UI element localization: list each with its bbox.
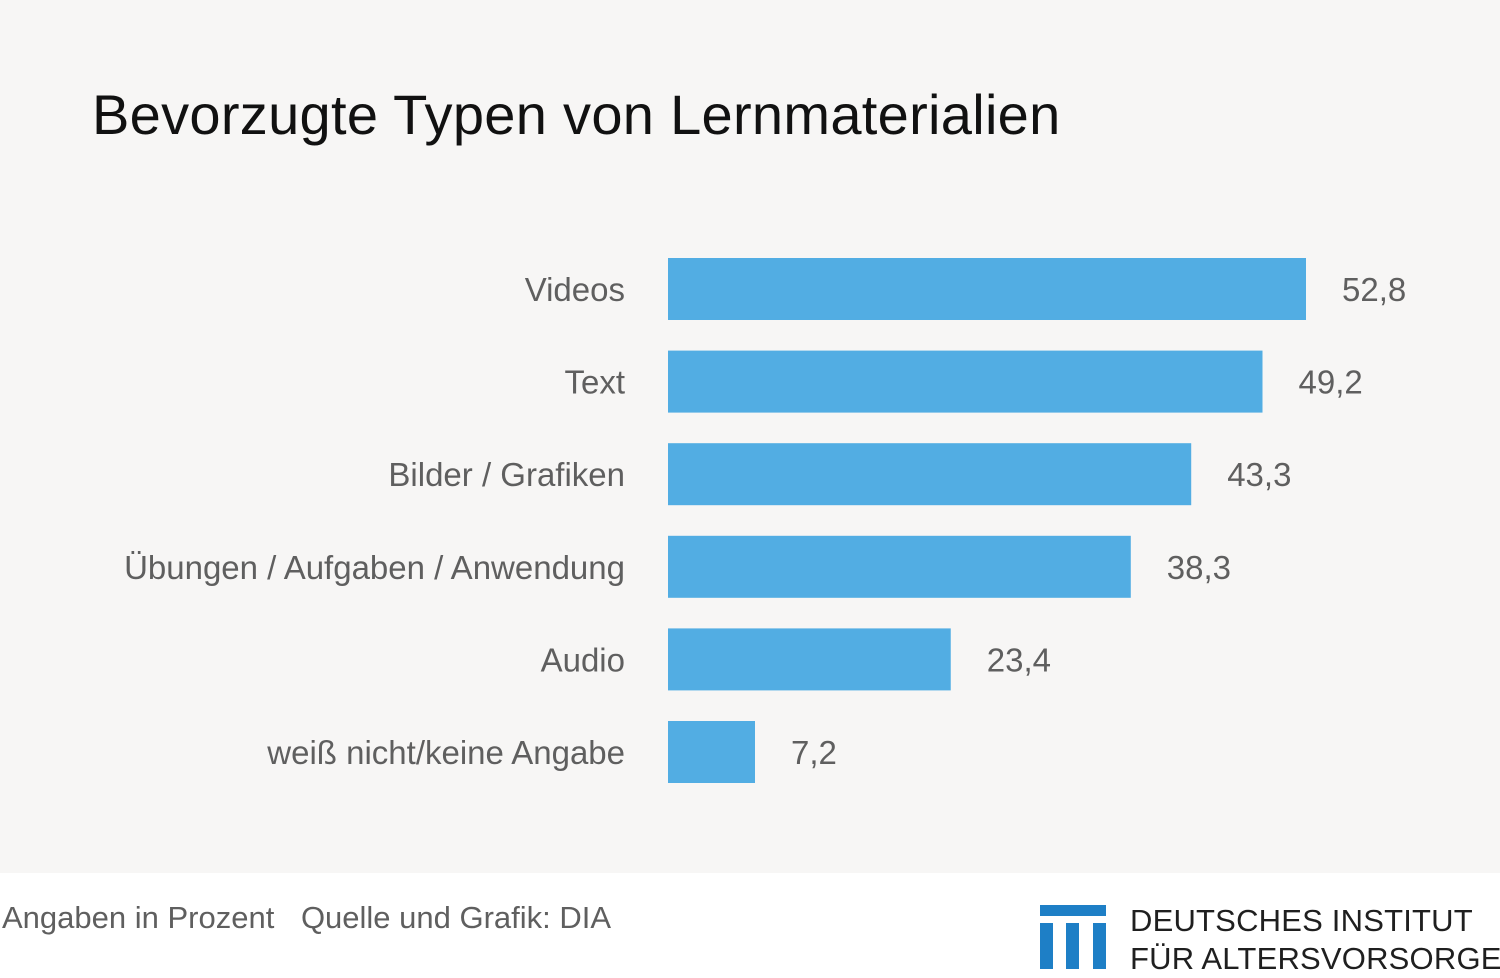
dia-logo-icon bbox=[1040, 905, 1106, 969]
value-label-5: 7,2 bbox=[791, 734, 837, 771]
logo-line-2: FÜR ALTERSVORSORGE bbox=[1130, 941, 1500, 976]
category-label-4: Audio bbox=[541, 641, 625, 678]
source-note: Quelle und Grafik: DIA bbox=[300, 900, 612, 935]
bar-0 bbox=[668, 258, 1306, 320]
category-label-2: Bilder / Grafiken bbox=[388, 456, 625, 493]
bar-4 bbox=[668, 628, 951, 691]
bar-chart: Videos 52,8 Text 49,2 Bilder / Grafiken 43,3 Ü… bbox=[124, 258, 1406, 783]
category-label-3: Übungen / Aufgaben / Anwendung bbox=[124, 549, 625, 586]
dia-logo: DEUTSCHES INSTITUT FÜR ALTERSVORSORGE bbox=[1040, 902, 1500, 976]
value-label-0: 52,8 bbox=[1342, 271, 1406, 308]
bar-3 bbox=[668, 535, 1131, 598]
logo-text: DEUTSCHES INSTITUT FÜR ALTERSVORSORGE bbox=[1130, 902, 1500, 978]
chart-title: Bevorzugte Typen von Lernmaterialien bbox=[92, 83, 1061, 146]
logo-line-1: DEUTSCHES INSTITUT bbox=[1130, 903, 1473, 938]
bar-1 bbox=[668, 350, 1263, 413]
footer-note: Angaben in Prozent Quelle und Grafik: DI… bbox=[2, 900, 611, 936]
value-label-3: 38,3 bbox=[1167, 549, 1231, 586]
value-label-2: 43,3 bbox=[1227, 456, 1291, 493]
value-label-1: 49,2 bbox=[1299, 364, 1363, 401]
unit-note: Angaben in Prozent bbox=[2, 900, 275, 935]
category-label-1: Text bbox=[564, 364, 625, 401]
bar-2 bbox=[668, 443, 1192, 506]
category-label-0: Videos bbox=[525, 271, 625, 308]
value-label-4: 23,4 bbox=[987, 641, 1051, 678]
bar-5 bbox=[668, 721, 755, 783]
category-label-5: weiß nicht/keine Angabe bbox=[266, 734, 625, 771]
